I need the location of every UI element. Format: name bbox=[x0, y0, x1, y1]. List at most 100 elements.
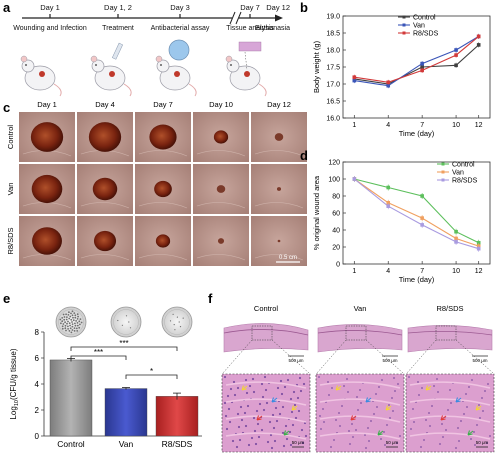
y-tick-label: 0 bbox=[35, 432, 40, 441]
wound-mark bbox=[39, 71, 45, 77]
cell-nucleus bbox=[413, 421, 415, 423]
tissue-section bbox=[317, 324, 403, 353]
cell-nucleus bbox=[357, 409, 359, 411]
collagen-fiber bbox=[319, 398, 401, 406]
cell-nucleus bbox=[383, 431, 385, 433]
cell-nucleus bbox=[376, 406, 378, 408]
colony bbox=[173, 324, 175, 326]
cell-nucleus bbox=[458, 440, 460, 442]
cell-nucleus bbox=[288, 430, 292, 434]
data-point bbox=[420, 223, 424, 227]
cell-nucleus bbox=[298, 376, 302, 380]
high-mag-image bbox=[315, 373, 405, 453]
y-tick-label: 120 bbox=[328, 160, 340, 167]
cell-nucleus bbox=[482, 410, 484, 412]
high-mag-image bbox=[405, 373, 495, 453]
mouse-tail bbox=[188, 83, 197, 97]
colony bbox=[72, 319, 75, 322]
annotation-arrow bbox=[467, 430, 474, 436]
data-point bbox=[454, 48, 458, 52]
cell-nucleus bbox=[252, 416, 256, 420]
timeline-step-label: Tissue analysis bbox=[226, 25, 274, 32]
cell-nucleus bbox=[417, 381, 419, 383]
annotation-arrow bbox=[241, 385, 248, 391]
cell-nucleus bbox=[433, 385, 435, 387]
data-point bbox=[454, 236, 458, 241]
cell-nucleus bbox=[239, 405, 243, 409]
cell-nucleus bbox=[260, 382, 264, 386]
cell-nucleus bbox=[253, 429, 257, 433]
colony bbox=[61, 325, 64, 328]
category-label: R8/SDS bbox=[162, 439, 193, 449]
cell-nucleus bbox=[479, 417, 481, 419]
cell-nucleus bbox=[255, 409, 259, 413]
cell-nucleus bbox=[460, 420, 462, 422]
cell-nucleus bbox=[331, 387, 333, 389]
histo-group-label: Control bbox=[254, 304, 279, 313]
mouse-eye bbox=[95, 64, 97, 66]
data-point bbox=[454, 63, 458, 68]
cell-nucleus bbox=[244, 424, 248, 428]
cell-nucleus bbox=[471, 379, 473, 381]
cell-nucleus bbox=[355, 429, 357, 431]
cell-nucleus bbox=[421, 387, 423, 389]
mouse-head bbox=[156, 59, 170, 73]
cell-nucleus bbox=[346, 378, 348, 380]
cell-nucleus bbox=[327, 381, 329, 383]
significance-label: *** bbox=[119, 339, 128, 348]
collagen-fiber bbox=[319, 432, 401, 440]
cell-nucleus bbox=[463, 413, 465, 415]
colony bbox=[63, 316, 66, 318]
y-axis-label: % original wound area bbox=[312, 175, 321, 250]
mouse-eye bbox=[230, 64, 232, 66]
cell-nucleus bbox=[301, 441, 305, 445]
cell-nucleus bbox=[486, 442, 488, 444]
cell-nucleus bbox=[328, 394, 330, 396]
timeline-events: Day 1 Wounding and Infection Day 1, 2 Treat… bbox=[13, 3, 290, 32]
y-tick-label: 16.5 bbox=[326, 99, 340, 106]
y-tick-label: 20 bbox=[332, 245, 340, 252]
zoom-guide bbox=[455, 339, 494, 374]
histology-images: Control 500 μm 50 μm Van 500 μm 50 μm R8/SDS 50… bbox=[221, 304, 495, 453]
data-point bbox=[352, 177, 357, 181]
cell-nucleus bbox=[359, 389, 361, 391]
colony bbox=[77, 315, 79, 318]
wound-mark bbox=[109, 71, 115, 77]
skin-fold bbox=[196, 202, 246, 209]
cell-nucleus bbox=[455, 447, 457, 449]
cell-nucleus bbox=[280, 392, 284, 396]
photo-day-label: Day 12 bbox=[267, 100, 291, 109]
legend-label: Van bbox=[413, 23, 425, 30]
cell-nucleus bbox=[450, 402, 452, 404]
cell-nucleus bbox=[276, 386, 280, 390]
collagen-fiber bbox=[225, 432, 307, 440]
cell-nucleus bbox=[271, 413, 275, 417]
cell-nucleus bbox=[272, 426, 276, 430]
cell-nucleus bbox=[235, 445, 239, 449]
cell-nucleus bbox=[373, 413, 375, 415]
panel-a-letter: a bbox=[3, 0, 11, 15]
colony bbox=[182, 317, 184, 319]
ylabel-prefix: Log bbox=[9, 406, 18, 419]
mouse-icon bbox=[90, 42, 132, 97]
zoom-guide bbox=[406, 339, 437, 374]
series-line-1 bbox=[353, 178, 479, 247]
cell-nucleus bbox=[489, 435, 491, 437]
colony bbox=[65, 313, 67, 316]
mouse-eye bbox=[160, 64, 162, 66]
zoom-box bbox=[251, 325, 273, 341]
cell-nucleus bbox=[240, 418, 244, 422]
colony bbox=[79, 323, 81, 326]
significance-bracket bbox=[125, 374, 178, 379]
colony bbox=[69, 315, 72, 318]
cell-nucleus bbox=[304, 434, 308, 438]
mouse-body bbox=[159, 65, 191, 91]
cell-nucleus bbox=[348, 430, 350, 432]
colony bbox=[117, 319, 119, 322]
cell-nucleus bbox=[296, 396, 300, 400]
colony bbox=[75, 327, 78, 330]
y-tick-label: 6 bbox=[35, 354, 40, 363]
mouse-body bbox=[24, 65, 56, 91]
cell-nucleus bbox=[237, 425, 241, 429]
wound bbox=[155, 234, 171, 248]
